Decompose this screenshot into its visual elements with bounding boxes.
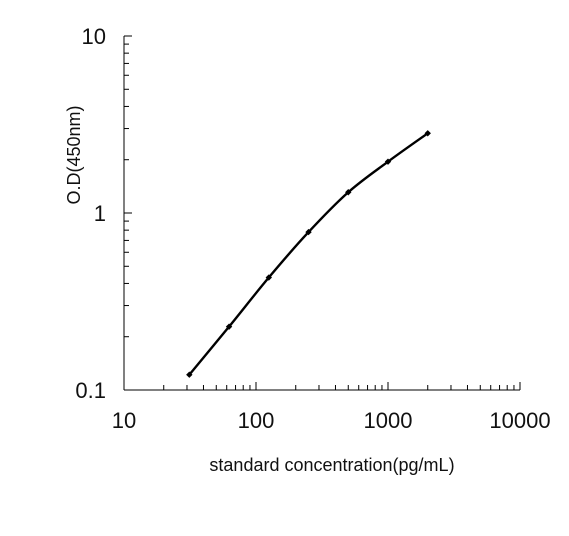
x-tick-label: 100 xyxy=(238,408,275,433)
data-point xyxy=(186,371,193,378)
y-tick-label: 1 xyxy=(94,201,106,226)
y-tick-label: 10 xyxy=(82,24,106,49)
x-tick-label: 10000 xyxy=(489,408,550,433)
data-point xyxy=(345,189,352,196)
x-tick-label: 1000 xyxy=(364,408,413,433)
data-point xyxy=(384,158,392,165)
data-point xyxy=(305,228,312,236)
labels-layer: 10 100 1000 10000 0.1 1 10 xyxy=(75,24,550,433)
data-point xyxy=(424,130,431,137)
axes xyxy=(123,35,521,391)
y-axis-title: O.D(450nm) xyxy=(64,105,84,204)
series-layer xyxy=(186,130,431,378)
x-axis-title: standard concentration(pg/mL) xyxy=(209,455,454,475)
y-tick-label: 0.1 xyxy=(75,378,106,403)
data-point xyxy=(265,274,272,281)
data-point xyxy=(225,323,233,330)
x-tick-label: 10 xyxy=(112,408,136,433)
series-line xyxy=(188,132,429,376)
